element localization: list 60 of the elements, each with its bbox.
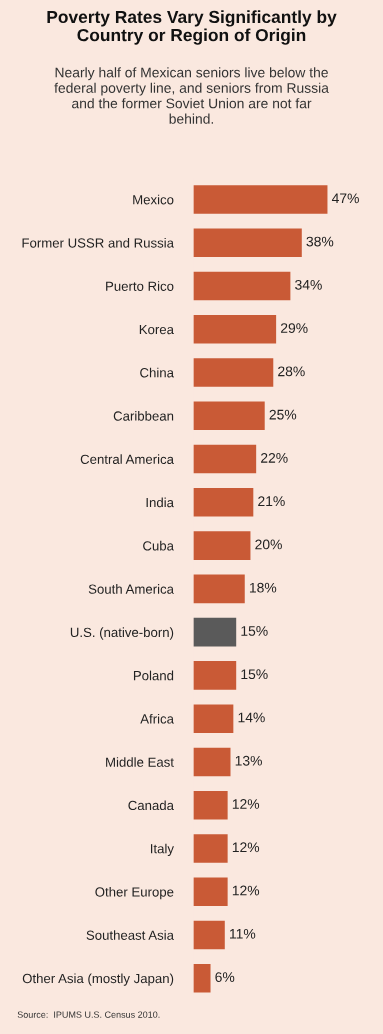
- bar: [193, 185, 328, 214]
- y-tick-label: Former USSR and Russia: [22, 237, 174, 248]
- source-note: Source: IPUMS U.S. Census 2010.: [17, 1011, 160, 1018]
- bar: [193, 228, 302, 258]
- y-tick-label: Central America: [80, 454, 174, 464]
- y-tick-label: India: [146, 497, 174, 508]
- data-label: 11%: [230, 928, 256, 939]
- y-tick-label: South America: [88, 584, 174, 594]
- y-tick-label: Other Asia (mostly Japan): [22, 973, 174, 986]
- chart-title: Poverty Rates Vary Significantly by Country or Region of Origin: [47, 10, 337, 45]
- bar: [193, 315, 277, 344]
- y-tick-label: U.S. (native-born): [70, 627, 174, 640]
- data-label: 34%: [295, 279, 322, 290]
- data-label: 21%: [258, 496, 285, 507]
- bar: [193, 661, 237, 690]
- bar: [193, 834, 228, 863]
- bar: [193, 401, 265, 431]
- bar: [193, 877, 228, 906]
- data-label: 15%: [241, 669, 268, 680]
- bar: [193, 920, 225, 950]
- data-label: 12%: [232, 799, 260, 809]
- data-label: 14%: [238, 712, 265, 723]
- bar: [193, 574, 245, 604]
- y-tick-label: Africa: [140, 713, 174, 724]
- data-label: 12%: [232, 842, 260, 853]
- y-tick-label: Cuba: [143, 540, 174, 551]
- y-tick-label: Canada: [128, 800, 174, 811]
- bar: [193, 790, 228, 820]
- data-label: 15%: [241, 626, 268, 636]
- bar: [193, 358, 274, 387]
- bar: [193, 963, 211, 993]
- y-tick-label: Southeast Asia: [86, 930, 174, 940]
- y-tick-label: Korea: [139, 324, 174, 335]
- bar: [193, 531, 251, 560]
- data-label: 38%: [306, 236, 334, 247]
- y-tick-label: Mexico: [133, 194, 174, 205]
- y-tick-label: Middle East: [106, 757, 174, 767]
- data-label: 47%: [331, 193, 359, 204]
- chart-subtitle: Nearly half of Mexican seniors live below the federal poverty line, and seniors from Russia and the former Soviet Union are not far behind.: [54, 67, 329, 124]
- bar: [193, 271, 291, 301]
- y-tick-label: China: [140, 367, 174, 378]
- y-tick-label: Italy: [150, 843, 174, 856]
- data-label: 12%: [232, 885, 260, 896]
- y-tick-label: Puerto Rico: [106, 281, 174, 291]
- data-label: 20%: [255, 539, 282, 550]
- bar: [193, 704, 234, 733]
- y-tick-label: Poland: [133, 670, 174, 681]
- y-tick-label: Caribbean: [113, 411, 174, 421]
- data-label: 29%: [280, 323, 308, 333]
- data-label: 22%: [261, 452, 288, 463]
- data-label: 28%: [278, 366, 305, 377]
- bar: [193, 444, 257, 474]
- y-tick-label: Other Europe: [95, 886, 174, 900]
- data-label: 13%: [235, 755, 262, 766]
- bar: [193, 747, 231, 777]
- data-label: 25%: [269, 409, 297, 420]
- bar: [193, 617, 237, 647]
- bar: [193, 488, 254, 517]
- data-label: 18%: [249, 582, 277, 593]
- data-label: 6%: [215, 972, 235, 982]
